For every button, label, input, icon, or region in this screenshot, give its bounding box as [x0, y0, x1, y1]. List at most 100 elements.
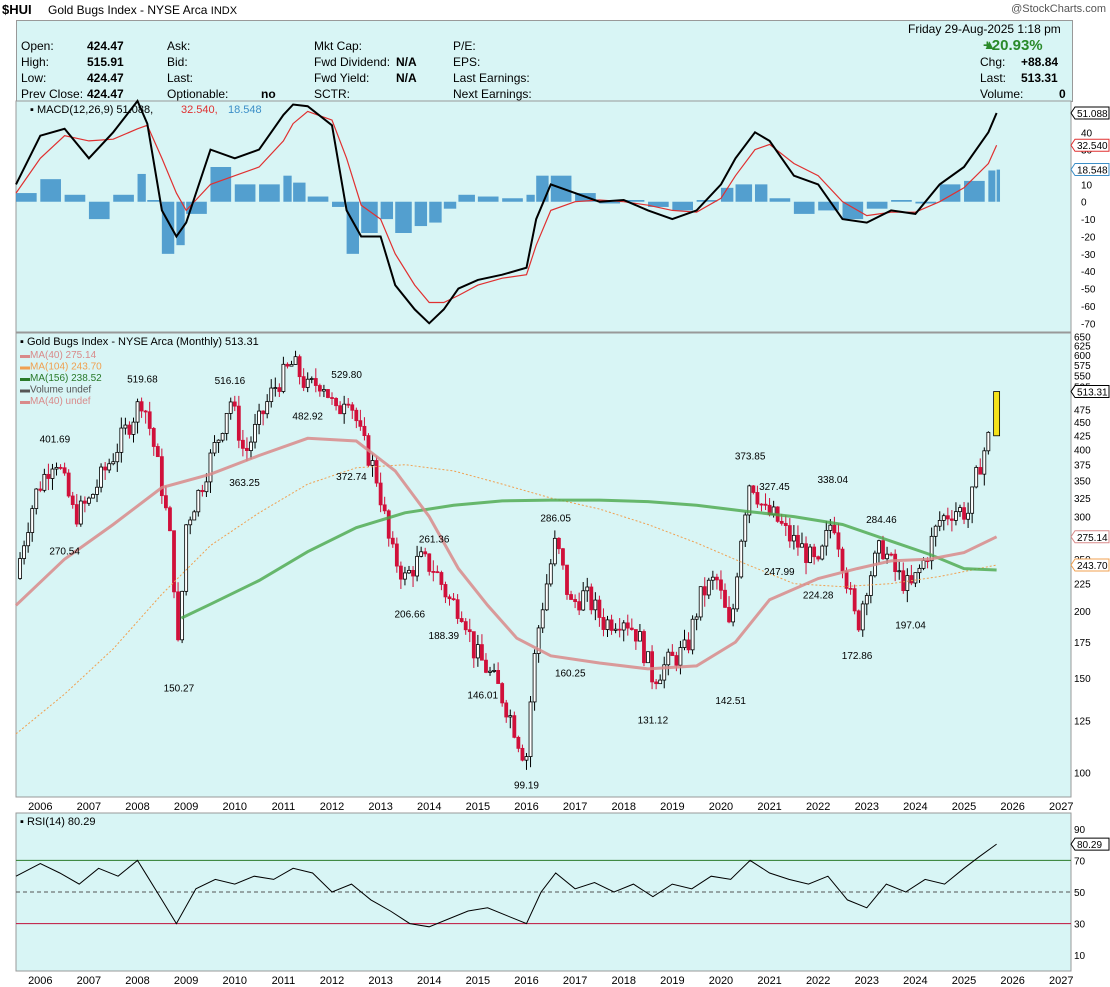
signal-tag-box: [1070, 138, 1110, 152]
price-candle: [597, 599, 602, 618]
last-earnings-label: Last Earnings:: [453, 71, 530, 85]
price-candle: [99, 466, 103, 488]
price-candle: [496, 670, 501, 684]
price-candle: [500, 683, 505, 704]
price-candle: [484, 659, 488, 673]
price-candle: [240, 439, 245, 449]
price-x-tick-label: 2026: [1000, 801, 1024, 813]
macd-hist-bar: [88, 201, 110, 220]
price-candle: [719, 579, 723, 591]
price-candle: [650, 651, 654, 683]
price-candle: [338, 405, 343, 415]
price-candle: [569, 594, 573, 600]
rsi-tick-label: 90: [1074, 825, 1086, 836]
price-annotation: 224.28: [803, 590, 834, 601]
price-tick-label: 625: [1074, 342, 1091, 353]
price-candle: [791, 534, 796, 542]
macd-tick-label: 10: [1081, 180, 1093, 191]
price-candle: [480, 644, 484, 661]
price-annotation: 99.19: [514, 780, 539, 791]
price-candle: [864, 595, 869, 605]
macd-hist-bar: [769, 198, 791, 202]
price-candle: [176, 591, 180, 641]
price-candle: [735, 576, 740, 610]
macd-tag: 51.088: [1077, 109, 1108, 120]
price-candle: [913, 572, 918, 584]
price-candle: [986, 431, 991, 452]
price-candle: [962, 507, 966, 520]
price-candle: [305, 378, 310, 388]
price-x-tick-label: 2018: [611, 801, 635, 813]
price-candle: [516, 736, 521, 749]
price-x-tick-label: 2020: [709, 801, 733, 813]
price-candle: [407, 569, 411, 574]
price-candle: [378, 482, 383, 506]
price-candle: [877, 540, 881, 554]
price-candle: [155, 446, 160, 458]
price-candle: [253, 423, 257, 443]
rsi-x-tick-label: 2015: [466, 975, 490, 987]
price-tick-label: 100: [1074, 768, 1091, 779]
price-candle: [216, 439, 221, 443]
price-candle: [143, 410, 148, 413]
price-candle: [682, 639, 687, 648]
price-candle: [532, 653, 537, 703]
price-x-tick-label: 2022: [806, 801, 830, 813]
price-annotation: 247.99: [764, 567, 795, 578]
price-annotation: 482.92: [292, 412, 323, 423]
price-candle: [269, 387, 274, 403]
high-label: High:: [21, 55, 50, 69]
price-candle: [22, 545, 27, 559]
macd-hist-bar: [283, 175, 292, 202]
price-candle: [70, 495, 75, 505]
price-candle: [228, 401, 233, 414]
price-x-tick-label: 2014: [417, 801, 441, 813]
macd-hist-bar: [137, 173, 146, 202]
rsi-x-tick-label: 2020: [709, 975, 733, 987]
macd-hist-bar: [307, 196, 329, 202]
price-candle: [119, 427, 124, 453]
macd-hist-bar: [234, 184, 256, 202]
macd-hist-bar: [599, 201, 621, 204]
macd-hist-bar: [147, 200, 160, 202]
price-candle: [394, 543, 399, 567]
last-candle: [993, 391, 1001, 437]
price-candle: [556, 537, 561, 550]
price-candle: [168, 507, 172, 532]
high-value: 515.91: [87, 55, 124, 69]
price-candle: [816, 556, 821, 560]
price-legend-item: ▬Volume undef: [20, 385, 91, 396]
price-candle: [107, 463, 112, 471]
rsi-x-tick-label: 2009: [174, 975, 198, 987]
price-candle: [200, 489, 205, 493]
low-value: 424.47: [87, 71, 124, 85]
price-candle: [386, 510, 391, 539]
price-candle: [642, 631, 646, 664]
price-candle: [289, 364, 294, 367]
fwd-yield-value: N/A: [396, 71, 417, 85]
rsi-x-tick-label: 2011: [272, 975, 296, 987]
price-candle: [208, 452, 213, 483]
rsi-tick-label: 50: [1074, 888, 1086, 899]
macd-hist-bar: [696, 200, 718, 202]
price-candle: [467, 629, 472, 633]
price-legend-item: ▬MA(104) 243.70: [20, 362, 102, 373]
macd-hist-bar: [720, 187, 734, 202]
macd-hist-bar: [939, 184, 961, 202]
rsi-tag: 80.29: [1077, 840, 1102, 851]
last-label: Last:: [980, 71, 1007, 85]
price-candle: [398, 565, 403, 580]
price-candle: [346, 403, 351, 406]
price-candle: [982, 450, 987, 475]
chart-header: $HUI Gold Bugs Index - NYSE Arca INDX @S…: [0, 0, 1110, 18]
price-candle: [471, 631, 476, 659]
price-candle: [889, 553, 894, 556]
price-candle: [103, 466, 108, 471]
price-candle: [192, 511, 197, 521]
price-candle: [706, 579, 711, 596]
macd-signal-legend: 32.540,: [181, 104, 218, 116]
price-candle: [893, 553, 898, 573]
price-candle: [933, 525, 938, 537]
price-candle: [885, 553, 889, 560]
price-candle: [739, 540, 744, 578]
